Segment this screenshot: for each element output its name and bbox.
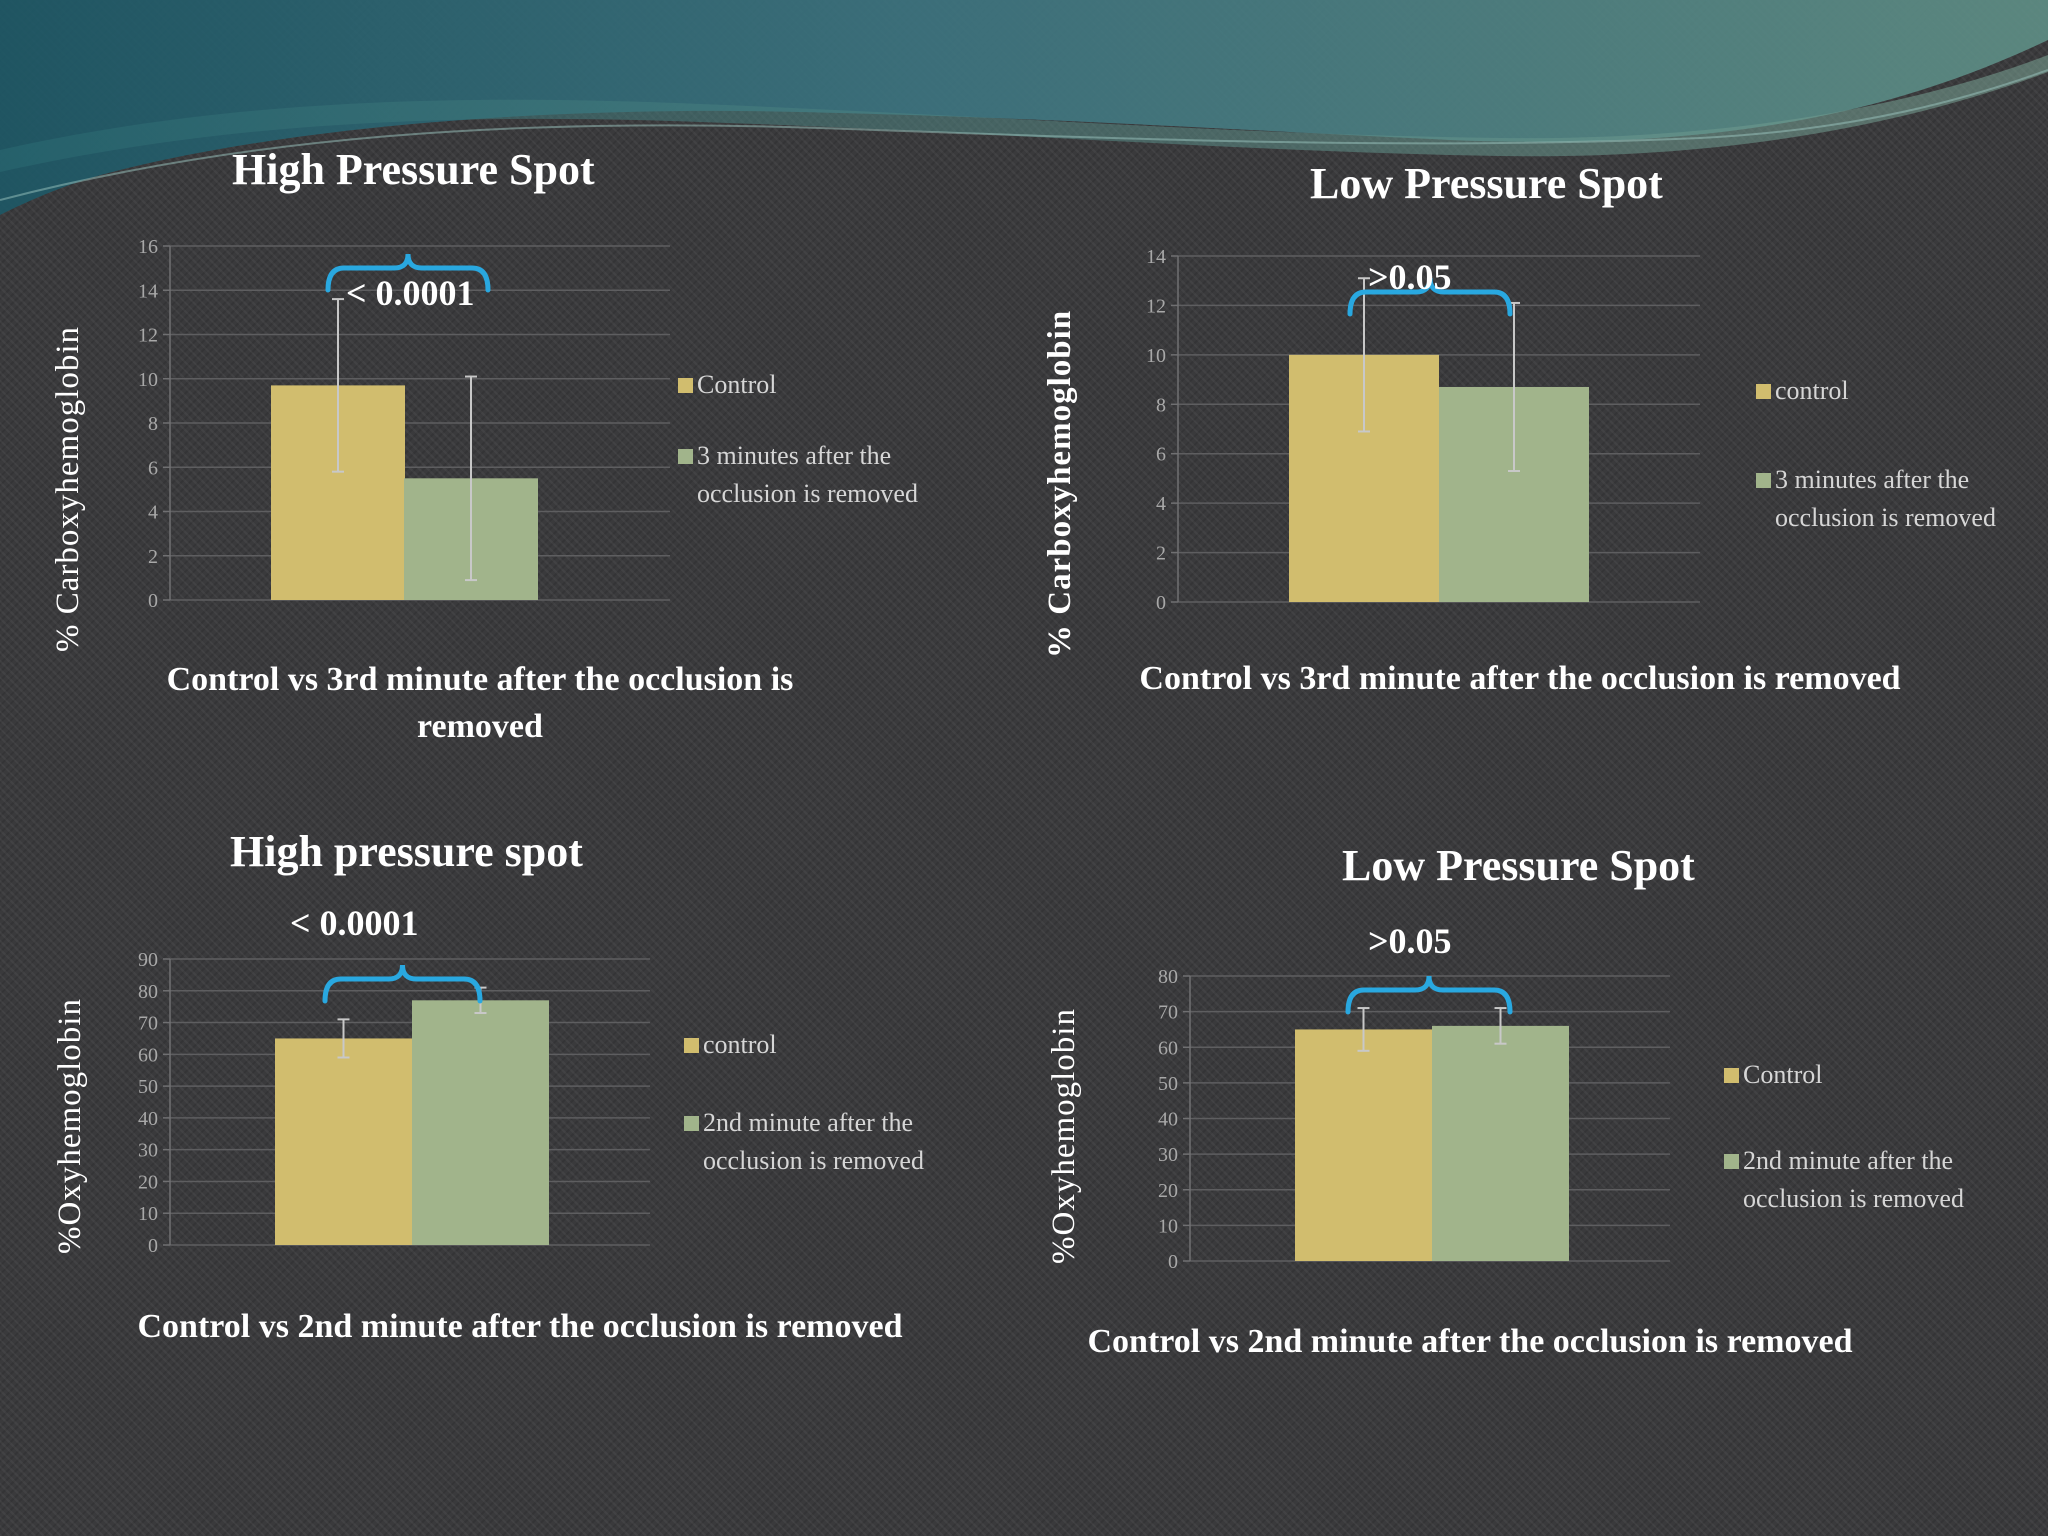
bar-plot-area: 0 10 20 30 40 50 60 70 80 90	[138, 949, 650, 1257]
legend-item-control: control	[684, 1026, 1004, 1064]
y-tick-label: 0	[148, 590, 158, 612]
y-tick-label: 0	[148, 1235, 158, 1257]
y-tick-label: 80	[138, 981, 158, 1003]
y-tick-label: 12	[138, 325, 158, 347]
chart-title: Low Pressure Spot	[1342, 841, 1695, 890]
legend-swatch-after	[684, 1116, 699, 1131]
y-tick-label: 2	[148, 546, 158, 568]
y-axis-title: %Oxyhemoglobin	[1046, 1008, 1082, 1264]
x-axis-title: Control vs 2nd minute after the occlusio…	[137, 1308, 903, 1345]
y-axis-title: % Carboxyhemoglobin	[1042, 309, 1078, 658]
legend-item-after: 2nd minute after the occlusion is remove…	[1724, 1142, 2044, 1218]
y-tick-label: 50	[1158, 1073, 1178, 1095]
p-value-annotation: < 0.0001	[290, 903, 419, 943]
bar-plot-area: 0 10 20 30 40 50 60 70 80	[1158, 966, 1670, 1273]
y-tick-label: 6	[148, 457, 158, 479]
y-tick-label: 6	[1156, 444, 1166, 466]
y-tick-label: 60	[1158, 1037, 1178, 1059]
legend-label: 2nd minute after the occlusion is remove…	[703, 1108, 924, 1175]
y-tick-label: 10	[138, 369, 158, 391]
significance-bracket	[322, 964, 483, 1004]
y-tick-label: 70	[138, 1013, 158, 1035]
legend-item-control: control	[1756, 372, 2006, 410]
y-tick-label: 10	[138, 1203, 158, 1225]
legend-swatch-after	[1724, 1154, 1739, 1169]
legend-item-after: 3 minutes after the occlusion is removed	[678, 437, 988, 513]
y-tick-label: 30	[138, 1140, 158, 1162]
y-tick-label: 4	[1156, 493, 1166, 515]
y-tick-label: 0	[1156, 592, 1166, 614]
legend-item-after: 3 minutes after the occlusion is removed	[1756, 461, 2006, 537]
legend: Control 3 minutes after the occlusion is…	[678, 366, 988, 513]
legend-label: 3 minutes after the occlusion is removed	[697, 441, 918, 508]
legend-item-control: Control	[1724, 1056, 2044, 1094]
legend-swatch-after	[678, 449, 693, 464]
x-axis-title: Control vs 3rd minute after the occlusio…	[1139, 660, 1901, 697]
y-tick-label: 40	[138, 1108, 158, 1130]
y-tick-label: 20	[138, 1171, 158, 1193]
p-value-annotation: >0.05	[1368, 921, 1452, 961]
y-tick-label: 90	[138, 949, 158, 971]
y-tick-label: 80	[1158, 966, 1178, 988]
y-tick-label: 10	[1146, 345, 1166, 367]
y-tick-label: 2	[1156, 543, 1166, 565]
y-tick-label: 60	[138, 1044, 158, 1066]
legend: control 3 minutes after the occlusion is…	[1756, 372, 2006, 537]
header-wave-decoration	[0, 0, 2048, 215]
legend-swatch-after	[1756, 473, 1771, 488]
legend-label: Control	[697, 370, 777, 399]
legend-swatch-control	[678, 378, 693, 393]
chart-title: High Pressure Spot	[232, 145, 595, 194]
legend-swatch-control	[1724, 1068, 1739, 1083]
y-tick-label: 4	[148, 502, 158, 524]
y-tick-label: 12	[1146, 295, 1166, 317]
x-axis-title: Control vs 2nd minute after the occlusio…	[1087, 1323, 1853, 1360]
y-tick-label: 40	[1158, 1109, 1178, 1131]
bar-after	[412, 1000, 549, 1245]
legend-swatch-control	[1756, 384, 1771, 399]
legend-label: 3 minutes after the occlusion is removed	[1775, 465, 1996, 532]
y-tick-label: 30	[1158, 1144, 1178, 1166]
legend: Control 2nd minute after the occlusion i…	[1724, 1056, 2044, 1218]
y-tick-label: 20	[1158, 1180, 1178, 1202]
y-tick-label: 8	[1156, 394, 1166, 416]
legend-item-control: Control	[678, 366, 988, 404]
bar-plot-area: 0 2 4 6 8 10 12 14 16	[138, 236, 670, 612]
legend-item-after: 2nd minute after the occlusion is remove…	[684, 1104, 1004, 1180]
wave-band	[0, 0, 2048, 215]
y-tick-label: 8	[148, 413, 158, 435]
y-tick-label: 50	[138, 1076, 158, 1098]
legend-label: Control	[1743, 1060, 1823, 1089]
legend-label: control	[1775, 376, 1849, 405]
significance-bracket	[325, 253, 491, 293]
chart-title: Low Pressure Spot	[1310, 159, 1663, 208]
y-axis-title: % Carboxyhemoglobin	[50, 325, 86, 652]
legend: control 2nd minute after the occlusion i…	[684, 1026, 1004, 1180]
legend-swatch-control	[684, 1038, 699, 1053]
bar-plot-area: 0 2 4 6 8 10 12 14	[1146, 246, 1700, 614]
significance-bracket	[1347, 277, 1513, 317]
y-tick-label: 16	[138, 236, 158, 258]
significance-bracket	[1345, 975, 1513, 1015]
y-axis-title: %Oxyhemoglobin	[52, 998, 88, 1254]
bar-control	[1295, 1029, 1432, 1261]
y-tick-label: 70	[1158, 1002, 1178, 1024]
chart-title: High pressure spot	[230, 827, 583, 876]
x-axis-title: Control vs 3rd minute after the occlusio…	[166, 661, 794, 745]
y-tick-label: 14	[138, 280, 158, 302]
legend-label: control	[703, 1030, 777, 1059]
y-tick-label: 14	[1146, 246, 1166, 268]
bar-after	[1432, 1025, 1569, 1261]
y-tick-label: 0	[1168, 1251, 1178, 1273]
p-value-annotation: >0.05	[1368, 257, 1452, 297]
wave-line	[0, 69, 2048, 201]
y-tick-label: 10	[1158, 1215, 1178, 1237]
bar-control	[275, 1038, 412, 1245]
legend-label: 2nd minute after the occlusion is remove…	[1743, 1146, 1964, 1213]
p-value-annotation: < 0.0001	[346, 273, 475, 313]
